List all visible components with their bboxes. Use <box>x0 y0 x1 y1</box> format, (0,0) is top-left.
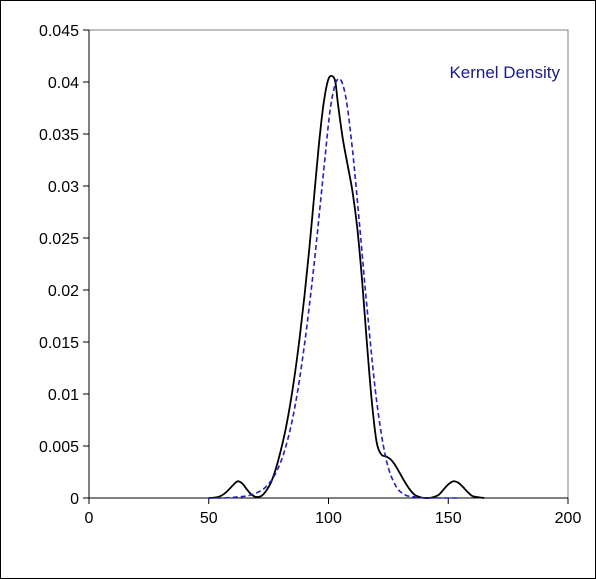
series-layer <box>208 74 485 499</box>
y-tick-label: 0.045 <box>39 23 79 40</box>
x-tick-label: 0 <box>85 510 94 527</box>
x-tick-label: 200 <box>555 510 582 527</box>
y-tick-label: 0.015 <box>39 335 79 352</box>
y-tick-label: 0.005 <box>39 439 79 456</box>
legend-label: Kernel Density <box>449 63 560 82</box>
normal-curve-series <box>208 77 461 499</box>
y-tick-label: 0.025 <box>39 231 79 248</box>
plot-area <box>88 29 569 499</box>
x-tick-label: 150 <box>435 510 462 527</box>
y-tick-label: 0 <box>70 491 79 508</box>
y-tick-label: 0.01 <box>48 387 79 404</box>
x-tick-label: 50 <box>200 510 218 527</box>
kernel-density-series <box>208 74 485 499</box>
y-tick-label: 0.03 <box>48 179 79 196</box>
y-tick-label: 0.035 <box>39 127 79 144</box>
x-tick-label: 100 <box>315 510 342 527</box>
y-tick-label: 0.02 <box>48 283 79 300</box>
y-axis: 0 0.005 0.01 0.015 0.02 0.025 0.03 0.035 0.04 0.0… <box>39 23 90 508</box>
x-axis: 0 50 100 150 200 <box>85 497 582 527</box>
y-tick-label: 0.04 <box>48 75 79 92</box>
